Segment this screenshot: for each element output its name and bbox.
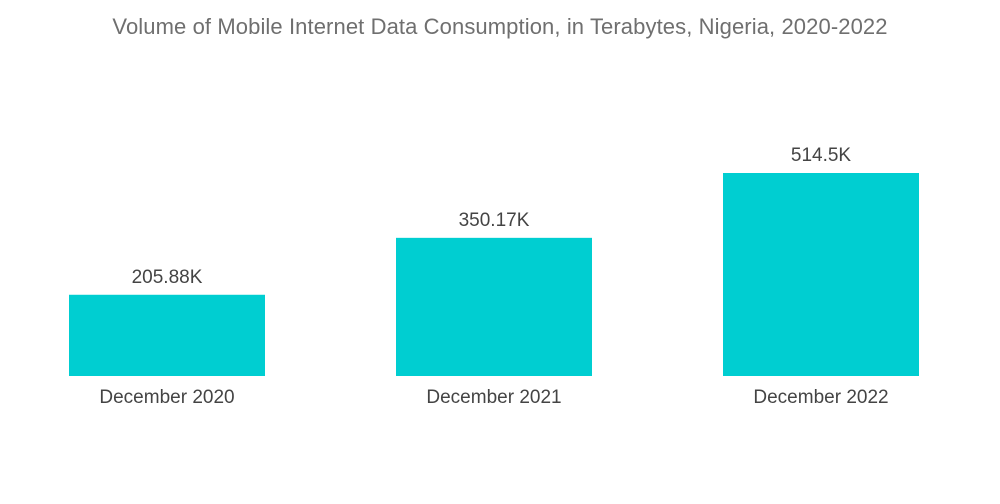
bar-value-label-2: 350.17K xyxy=(459,210,530,231)
x-tick-label-2: December 2021 xyxy=(426,387,561,408)
bar-2 xyxy=(396,237,592,376)
bar-3 xyxy=(723,173,919,376)
bar-1 xyxy=(69,294,265,376)
bar-value-label-1: 205.88K xyxy=(132,267,203,288)
chart-title: Volume of Mobile Internet Data Consumpti… xyxy=(112,14,888,39)
bar-value-label-3: 514.5K xyxy=(791,145,852,166)
x-tick-label-1: December 2020 xyxy=(99,387,234,408)
x-tick-label-3: December 2022 xyxy=(753,387,888,408)
